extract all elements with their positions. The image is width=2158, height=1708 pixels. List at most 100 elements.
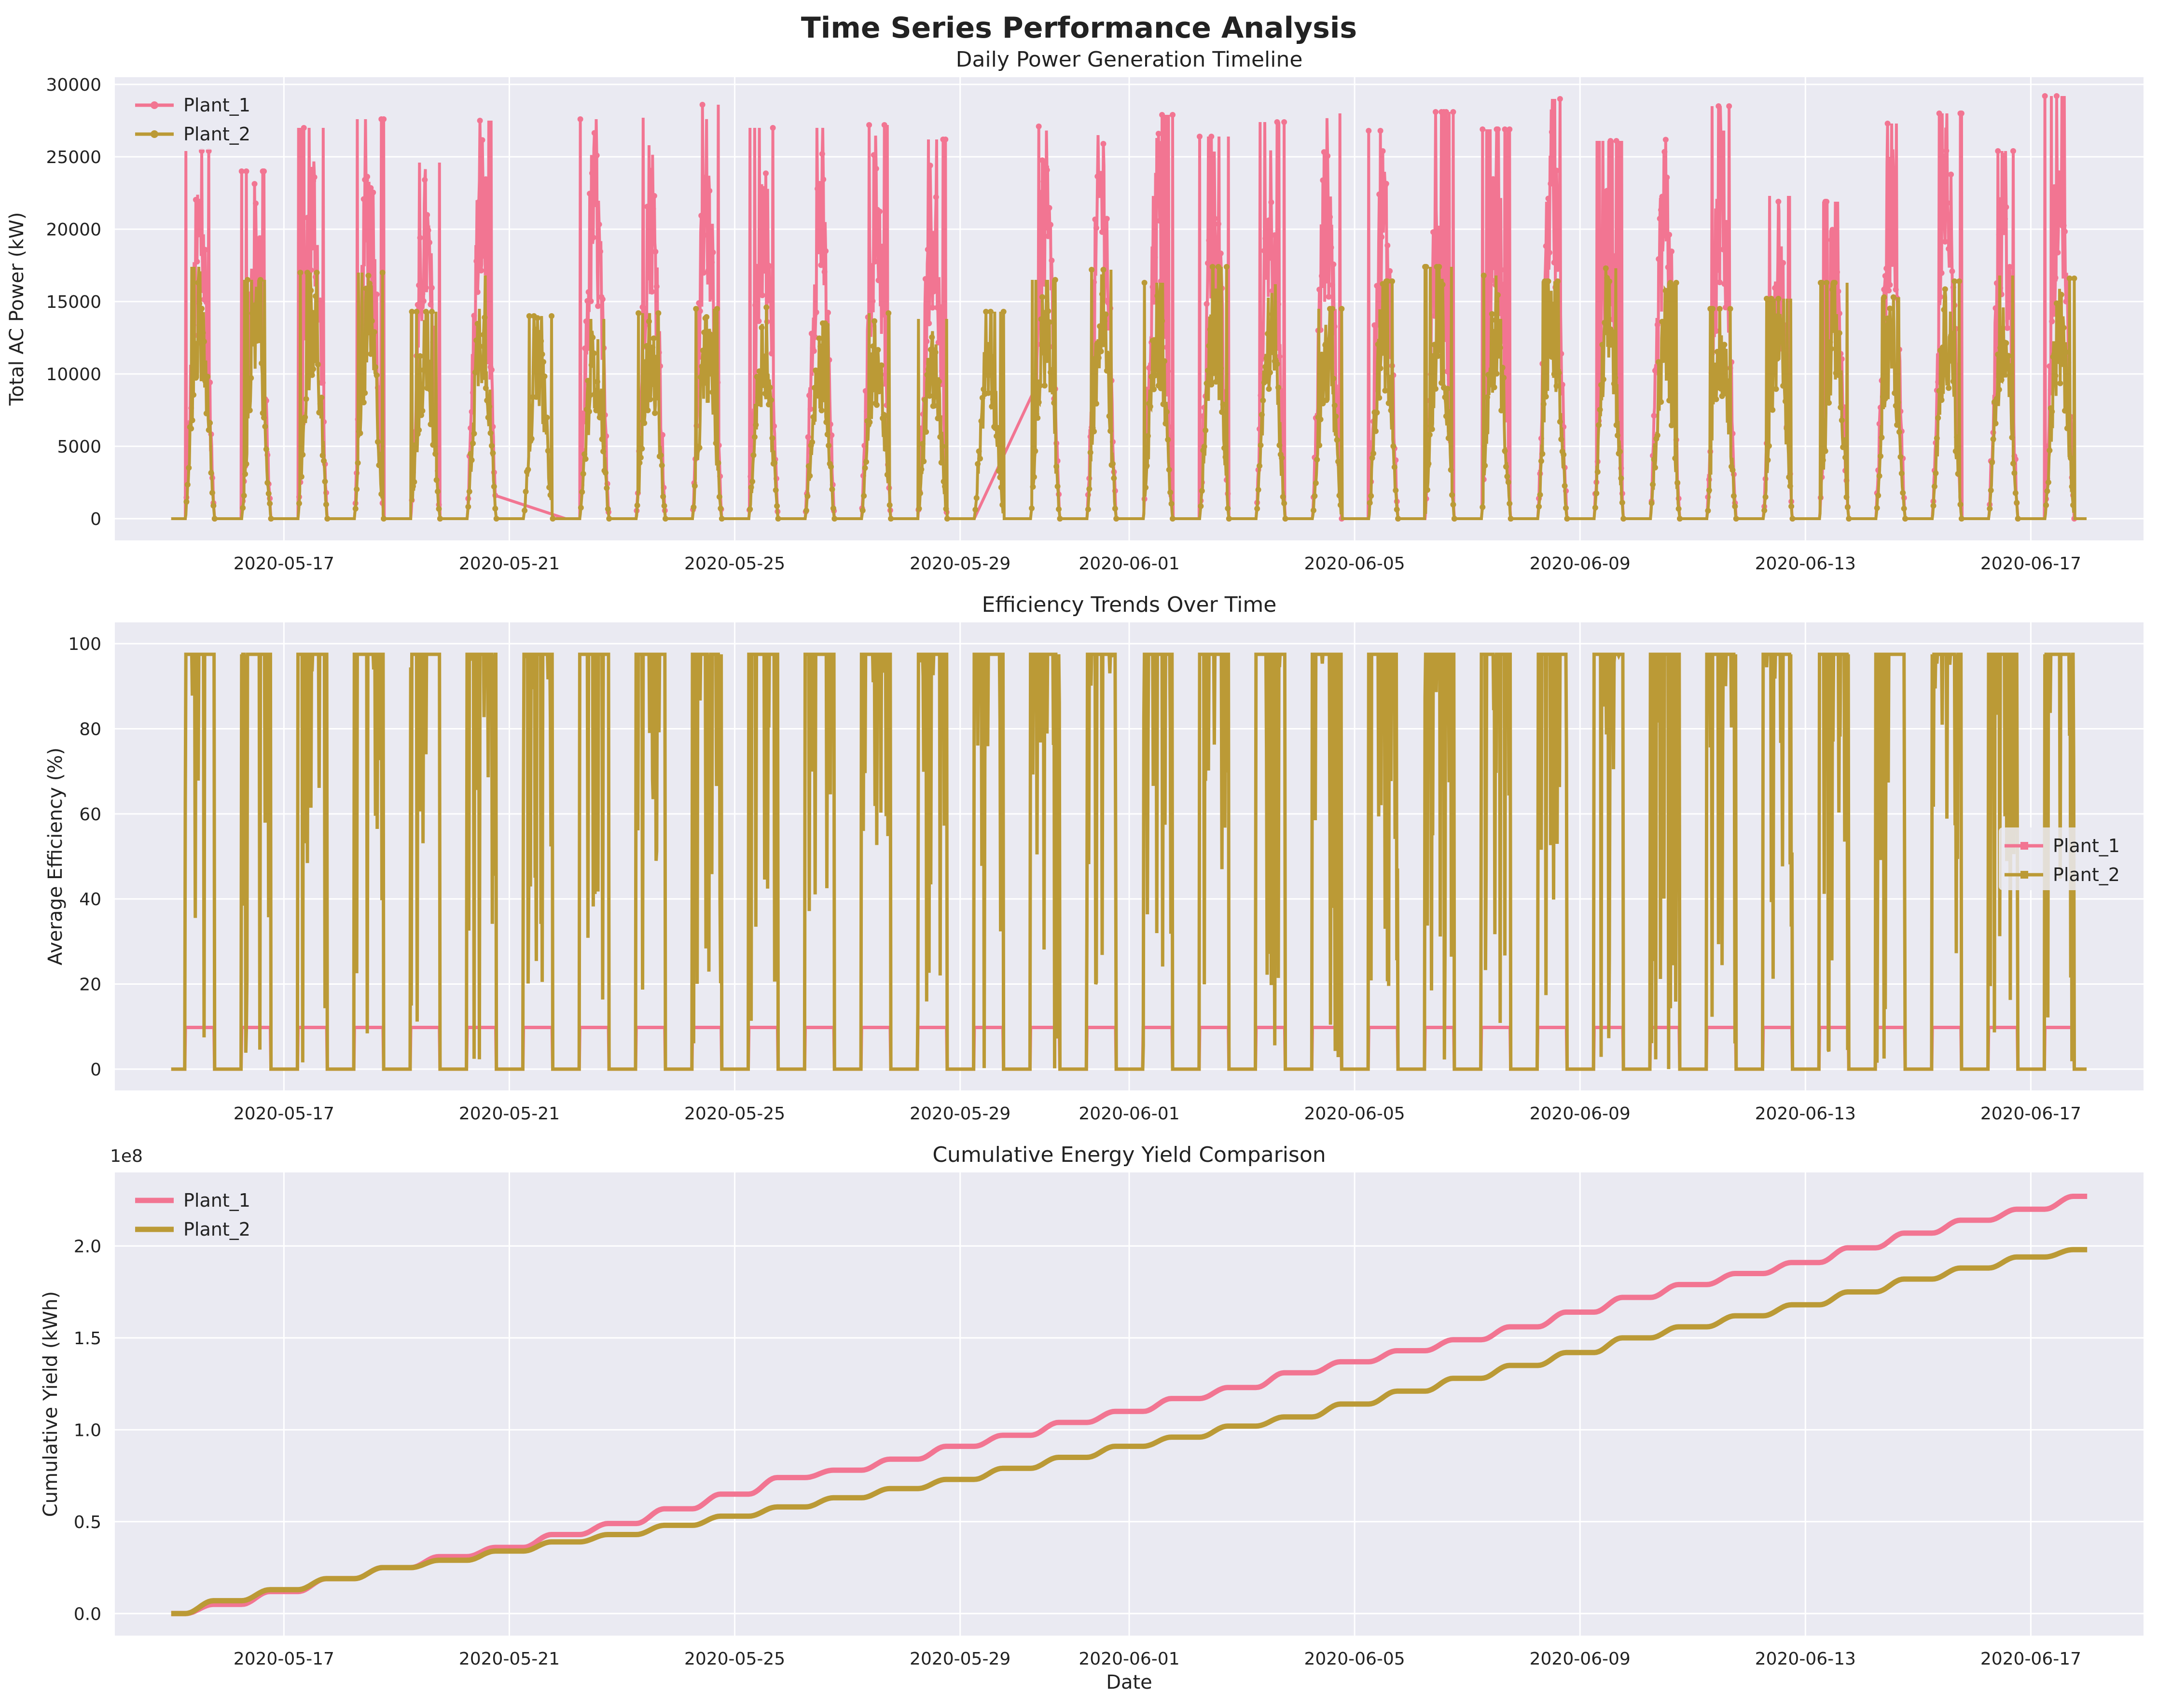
data-point: [1764, 296, 1770, 302]
data-point: [2006, 263, 2013, 270]
data-point: [593, 201, 599, 207]
data-point: [310, 366, 317, 372]
data-point: [1503, 464, 1509, 470]
x-tick-label: 2020-06-13: [1755, 1104, 1856, 1124]
data-point: [1432, 386, 1439, 392]
data-point: [751, 434, 758, 440]
data-point: [1895, 399, 1901, 405]
data-point: [1141, 280, 1148, 286]
data-point: [634, 502, 640, 509]
data-point: [1996, 232, 2002, 238]
data-point: [1947, 358, 1953, 364]
data-point: [547, 492, 553, 498]
data-point: [1208, 134, 1215, 139]
data-point: [1153, 355, 1159, 361]
data-point: [1995, 351, 2001, 358]
data-point: [918, 466, 925, 472]
data-point: [1504, 412, 1510, 418]
data-point: [368, 351, 374, 357]
data-point: [1941, 168, 1947, 175]
data-point: [1772, 285, 1778, 291]
data-point: [1222, 454, 1229, 460]
data-point: [423, 285, 429, 291]
data-point: [1902, 516, 1909, 522]
data-point: [1255, 487, 1261, 493]
data-point: [1260, 397, 1266, 403]
data-point: [650, 335, 657, 342]
data-point: [758, 381, 764, 387]
y-tick-label: 1.5: [74, 1329, 101, 1349]
data-point: [1158, 385, 1164, 391]
data-point: [826, 442, 832, 449]
data-point: [1095, 173, 1102, 179]
data-point: [1556, 370, 1562, 376]
data-point: [1934, 435, 1940, 441]
data-point: [866, 122, 872, 128]
data-point: [1665, 264, 1671, 270]
data-point: [1366, 128, 1372, 134]
y-tick-label: 1.0: [74, 1420, 101, 1440]
data-point: [936, 378, 942, 385]
y-tick-label: 15000: [46, 292, 101, 312]
data-point: [206, 427, 212, 433]
data-point: [1648, 500, 1655, 506]
data-point: [1149, 284, 1156, 290]
data-point: [480, 253, 486, 259]
data-point: [1551, 260, 1557, 266]
data-point: [1157, 218, 1163, 224]
data-point: [1203, 427, 1209, 433]
data-point: [1265, 331, 1271, 337]
data-point: [259, 360, 265, 366]
data-point: [296, 500, 302, 507]
data-point: [1310, 507, 1316, 513]
data-point: [306, 228, 313, 234]
data-point: [759, 324, 765, 331]
data-point: [2051, 184, 2058, 190]
data-point: [1339, 306, 1345, 312]
data-point: [1732, 503, 1738, 510]
data-point: [425, 380, 431, 386]
data-point: [321, 458, 327, 464]
data-point: [1049, 367, 1055, 373]
x-tick-label: 2020-06-05: [1304, 1104, 1405, 1124]
data-point: [1036, 124, 1042, 129]
data-point: [1485, 292, 1492, 299]
x-tick-label: 2020-05-25: [684, 554, 785, 574]
data-point: [1836, 310, 1842, 317]
y-tick-label: 0: [90, 1060, 101, 1080]
data-point: [381, 516, 387, 522]
data-point: [761, 353, 767, 359]
data-point: [2053, 300, 2060, 306]
y-axis-label: Cumulative Yield (kWh): [40, 1291, 62, 1517]
data-point: [1387, 374, 1393, 381]
data-point: [1215, 221, 1221, 227]
data-point: [754, 275, 761, 281]
data-point: [1838, 404, 1844, 411]
data-point: [1147, 403, 1153, 410]
data-point: [1715, 377, 1722, 383]
data-point: [862, 465, 868, 471]
data-point: [2061, 325, 2067, 331]
data-point: [301, 125, 307, 131]
data-point: [1447, 428, 1453, 434]
data-point: [985, 390, 992, 396]
data-point: [582, 456, 589, 462]
x-tick-label: 2020-05-25: [684, 1649, 785, 1669]
legend-marker: [151, 101, 158, 109]
data-point: [1942, 286, 1948, 292]
data-point: [1886, 288, 1892, 294]
data-point: [768, 397, 774, 403]
y-scale-label: 1e8: [110, 1146, 143, 1166]
data-point: [374, 372, 380, 378]
data-point: [1603, 265, 1609, 271]
data-point: [1651, 413, 1657, 419]
data-point: [1881, 294, 1887, 300]
data-point: [760, 370, 766, 376]
data-point: [2071, 275, 2077, 281]
data-point: [917, 490, 923, 496]
data-point: [1729, 467, 1736, 473]
data-point: [196, 301, 203, 307]
data-point: [1333, 413, 1339, 420]
data-point: [365, 222, 372, 228]
data-point: [1442, 394, 1448, 400]
